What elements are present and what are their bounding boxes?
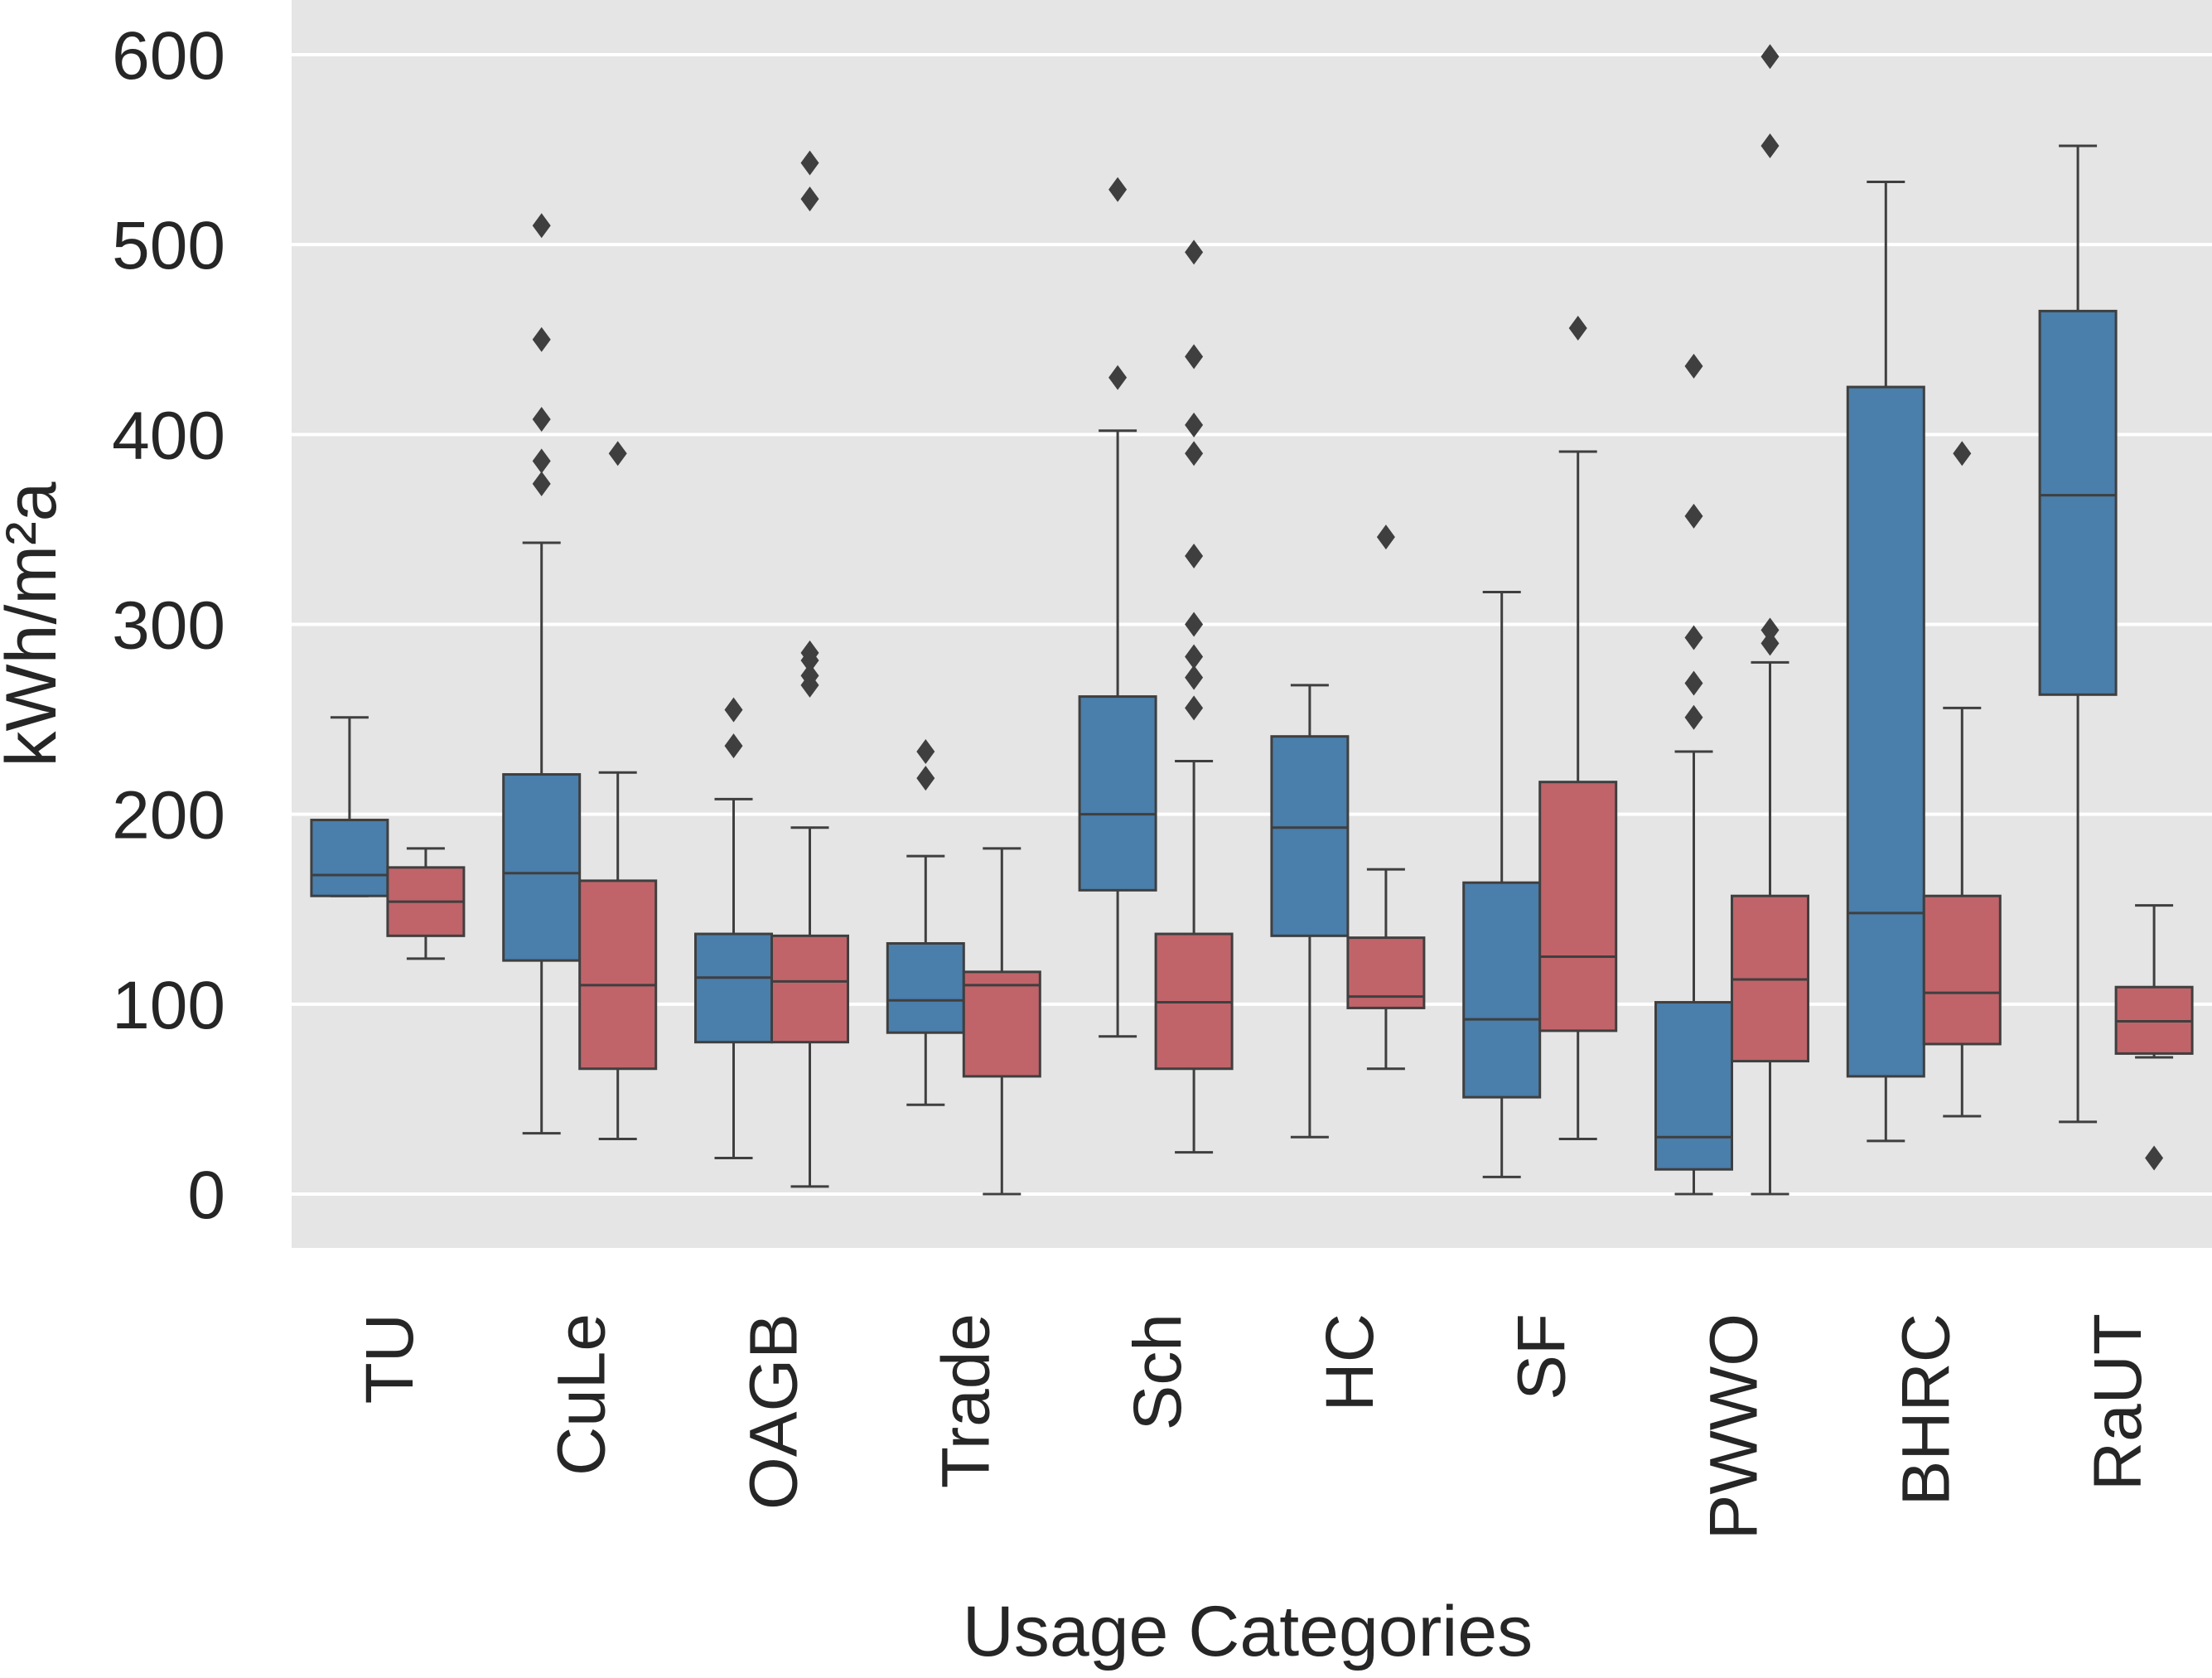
box-iqr	[1538, 781, 1618, 1032]
y-tick-label: 500	[112, 208, 225, 283]
y-tick-label: 0	[187, 1158, 225, 1233]
x-tick-label: RaUT	[2080, 1313, 2156, 1491]
outlier-point	[1684, 625, 1703, 650]
outlier-point	[800, 186, 819, 212]
outlier-point	[532, 471, 551, 496]
outlier-point	[532, 326, 551, 352]
x-tick-labels: TU CuLe OAGB Trade Sch HC SF PWWO BHRC RaUT	[352, 1313, 2156, 1540]
box-iqr	[1922, 894, 2002, 1046]
outlier-point	[1760, 617, 1780, 643]
y-tick-label: 400	[112, 398, 225, 473]
box-iqr	[2038, 309, 2118, 696]
outlier-point	[800, 663, 819, 689]
box-iqr	[962, 970, 1041, 1078]
outlier-point	[1185, 344, 1204, 370]
box-iqr	[770, 934, 849, 1044]
outlier-point	[1376, 525, 1395, 550]
box-iqr	[502, 773, 582, 962]
box-iqr	[578, 879, 658, 1071]
outlier-point	[1684, 353, 1703, 379]
outlier-point	[608, 441, 627, 467]
outlier-point	[1953, 441, 1972, 467]
x-tick-label: Trade	[928, 1313, 1003, 1488]
outlier-point	[1185, 441, 1204, 467]
outlier-point	[916, 739, 935, 765]
outlier-point	[1185, 239, 1204, 265]
outlier-point	[1684, 503, 1703, 529]
outlier-point	[2145, 1145, 2164, 1171]
outlier-point	[532, 448, 551, 474]
outlier-point	[800, 150, 819, 176]
outlier-point	[1760, 631, 1780, 656]
box-iqr	[886, 942, 965, 1034]
outlier-point	[1185, 612, 1204, 637]
outlier-point	[1185, 412, 1204, 438]
outlier-point	[532, 407, 551, 432]
y-axis-label: kWh/m²a	[0, 481, 71, 766]
boxes	[310, 44, 2194, 1196]
x-tick-label: PWWO	[1697, 1313, 1772, 1540]
box-iqr	[1462, 881, 1542, 1099]
x-tick-label: OAGB	[737, 1313, 812, 1510]
y-tick-label: 300	[112, 588, 225, 664]
box-iqr	[310, 819, 389, 897]
outlier-point	[800, 640, 819, 665]
x-tick-label: TU	[352, 1313, 427, 1404]
outlier-point	[1760, 133, 1780, 158]
box-iqr	[694, 932, 773, 1044]
outlier-point	[1108, 177, 1128, 202]
y-tick-labels: 0 100 200 300 400 500 600	[112, 18, 225, 1233]
outlier-point	[1185, 544, 1204, 568]
box-iqr	[1846, 385, 1925, 1078]
outlier-point	[1185, 644, 1204, 670]
outlier-point	[916, 766, 935, 791]
y-tick-label: 200	[112, 778, 225, 854]
box-iqr	[1078, 695, 1157, 892]
x-tick-label: HC	[1312, 1313, 1388, 1411]
outlier-point	[1760, 44, 1780, 70]
box-iqr	[1270, 735, 1350, 937]
y-tick-label: 100	[112, 968, 225, 1043]
outlier-point	[724, 697, 743, 723]
outlier-point	[724, 733, 743, 759]
x-tick-label: Sch	[1120, 1313, 1195, 1430]
x-tick-label: CuLe	[544, 1313, 620, 1476]
outlier-point	[1684, 704, 1703, 730]
y-tick-label: 600	[112, 18, 225, 94]
x-tick-label: BHRC	[1888, 1313, 1963, 1506]
outlier-point	[1568, 316, 1587, 341]
outlier-point	[1684, 670, 1703, 696]
outlier-point	[1185, 665, 1204, 690]
box-iqr	[1654, 1001, 1733, 1171]
x-axis-label: Usage Categories	[963, 1592, 1533, 1671]
x-tick-label: SF	[1504, 1313, 1580, 1400]
outlier-point	[1108, 365, 1128, 390]
outlier-point	[532, 213, 551, 239]
outlier-point	[1185, 695, 1204, 721]
